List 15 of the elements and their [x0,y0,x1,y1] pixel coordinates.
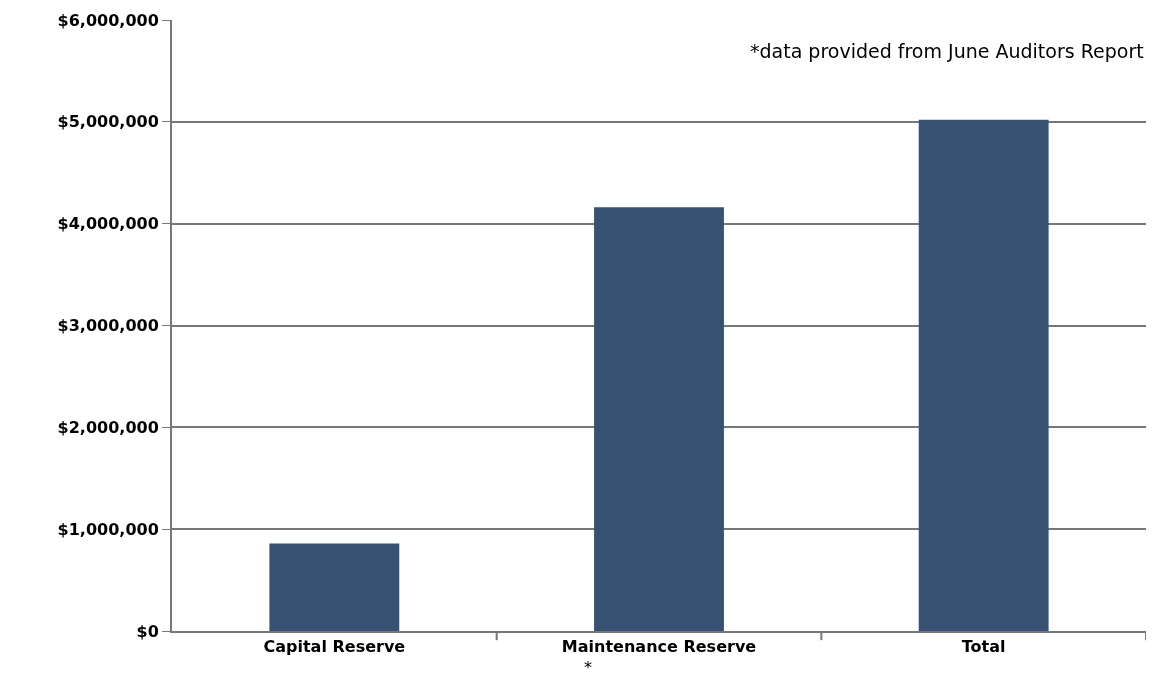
x-tick-label: Total [961,637,1006,657]
annotation: *data provided from June Auditors Report [750,40,1144,62]
y-tick-label: $6,000,000 [57,10,159,30]
y-tick-label: $2,000,000 [57,417,159,437]
bar [269,543,400,631]
bar [918,119,1049,631]
bar [594,207,724,631]
y-tick-label: $3,000,000 [57,316,159,336]
y-tick-label: $4,000,000 [57,214,159,234]
y-tick-label: $5,000,000 [57,112,159,132]
y-tick-label: $1,000,000 [57,519,159,539]
x-tick-label: Capital Reserve [263,637,406,657]
x-tick-label: Maintenance Reserve [561,637,757,657]
text: * [584,658,592,677]
y-tick-label: $0 [136,621,159,641]
